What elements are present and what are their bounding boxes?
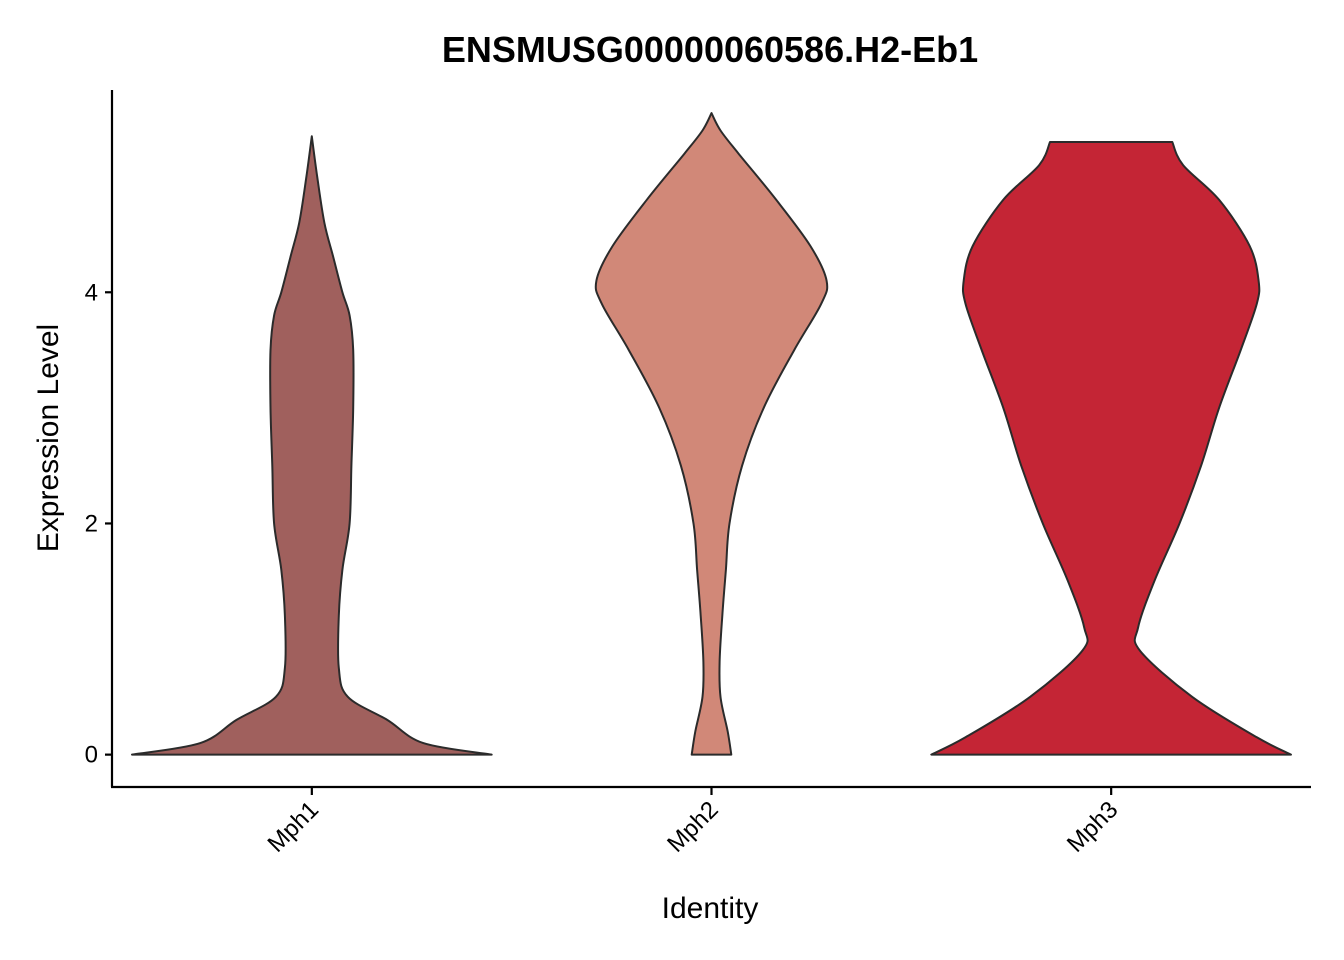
chart-title: ENSMUSG00000060586.H2-Eb1 bbox=[442, 29, 978, 70]
y-tick-label: 2 bbox=[85, 510, 98, 537]
x-tick-label: Mph2 bbox=[662, 796, 724, 858]
violin-mph2 bbox=[594, 112, 829, 756]
violins-layer bbox=[131, 112, 1292, 756]
y-tick-label: 0 bbox=[85, 742, 98, 769]
violin-mph1 bbox=[131, 135, 493, 756]
x-tick-label: Mph3 bbox=[1062, 796, 1124, 858]
x-tick-label: Mph1 bbox=[263, 796, 325, 858]
violin-mph3 bbox=[930, 141, 1292, 756]
y-ticks: 0 2 4 bbox=[85, 279, 112, 769]
y-tick-label: 4 bbox=[85, 279, 98, 306]
y-axis-title: Expression Level bbox=[32, 324, 65, 552]
x-axis-title: Identity bbox=[662, 892, 759, 925]
x-ticks: Mph1 Mph2 Mph3 bbox=[263, 787, 1124, 858]
